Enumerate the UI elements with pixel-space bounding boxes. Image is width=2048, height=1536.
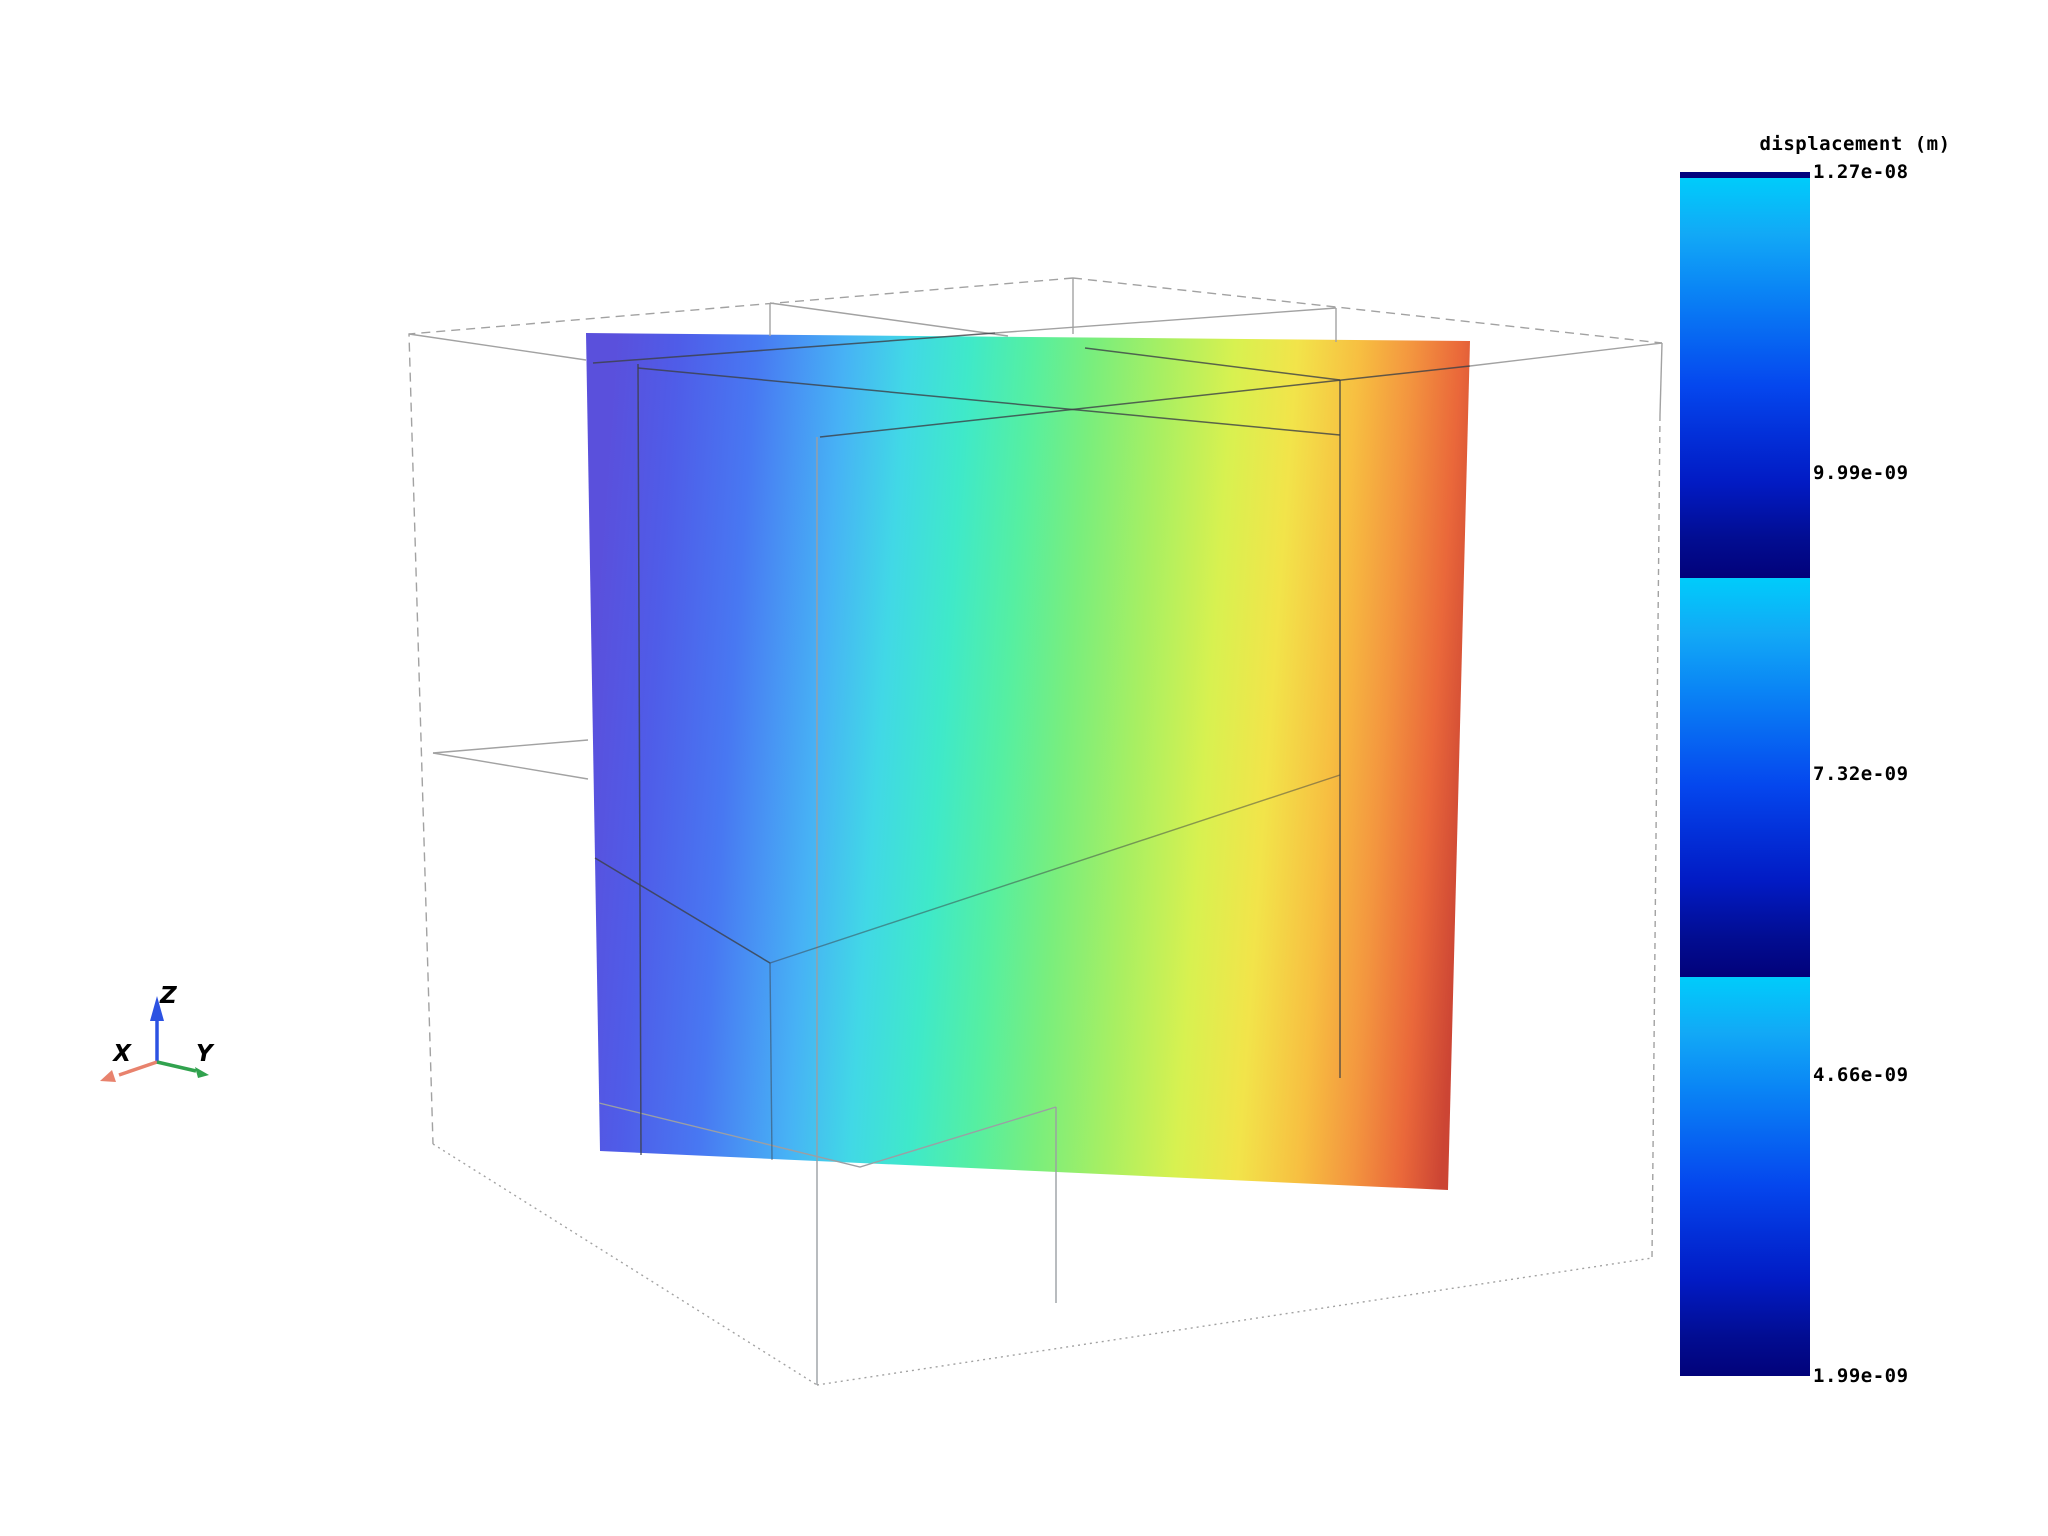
slice-plane <box>586 333 1470 1190</box>
left-face-midline-front <box>432 752 589 780</box>
left-face-midline-back <box>432 739 589 754</box>
mesh-bottom-right-edge <box>769 774 1341 964</box>
y-axis-shaft <box>156 1060 197 1073</box>
colorbar-tick: 9.99e-09 <box>1813 462 1909 484</box>
colorbar-tick: 4.66e-09 <box>1813 1064 1909 1086</box>
outer-box-right-vertical-edge-lower <box>1651 414 1661 1259</box>
outer-box-top-front-right-edge-outer <box>1469 342 1663 367</box>
mesh-bottom-front-vertical-edge <box>769 962 773 1161</box>
mesh-left-vertical-edge <box>637 363 642 1156</box>
outer-box-top-front-left-edge-stub <box>408 333 587 361</box>
colorbar-cap <box>1680 172 1810 178</box>
x-axis-label: X <box>111 1041 132 1067</box>
colorbar-tick: 7.32e-09 <box>1813 763 1909 785</box>
outer-box-top-back-right-edge <box>1072 277 1663 344</box>
outer-box-bottom-front-right-edge <box>816 1257 1653 1386</box>
outer-box-bottom-left-front-edge <box>432 1143 818 1386</box>
mesh-top-back-left-edge <box>592 332 996 364</box>
y-axis-label: Y <box>196 1041 215 1067</box>
colorbar-title: displacement (m) <box>1759 133 1951 155</box>
z-axis-arrowhead-icon <box>150 996 164 1021</box>
y-axis-arrowhead-icon <box>195 1067 209 1078</box>
mesh-bottom-left-edge <box>594 857 771 964</box>
mesh-top-back-right-edge <box>1084 347 1341 381</box>
colorbar-tick-min: 1.99e-09 <box>1813 1365 1909 1387</box>
colorbar-gradient-segment <box>1680 977 1810 1376</box>
x-axis-arrowhead-icon <box>100 1070 116 1082</box>
mesh-top-front-left-edge <box>637 367 1341 436</box>
top-face-midline-a <box>769 302 1009 337</box>
colorbar-tick-max: 1.27e-08 <box>1813 161 1909 183</box>
orientation-axes-widget[interactable]: Z X Y <box>100 983 215 1082</box>
z-axis-label: Z <box>159 983 178 1009</box>
mesh-top-front-right-edge <box>819 365 1471 438</box>
inner-floor-front-edges <box>598 1102 1057 1168</box>
colorbar-gradient-segment <box>1680 578 1810 977</box>
top-face-midline-b <box>994 307 1337 334</box>
outer-box-right-vertical-edge-upper <box>1659 342 1663 416</box>
x-axis-shaft <box>118 1060 158 1077</box>
colorbar-gradient-segment <box>1680 178 1810 578</box>
